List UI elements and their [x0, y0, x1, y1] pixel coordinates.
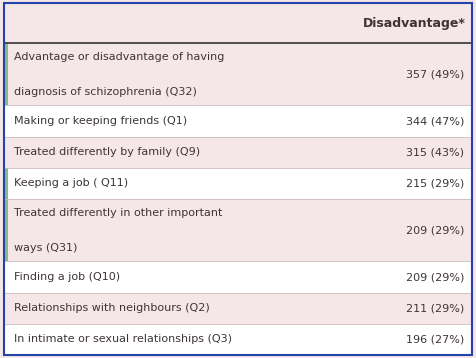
- Bar: [4, 43, 8, 105]
- Bar: [4, 199, 472, 261]
- Text: Advantage or disadvantage of having: Advantage or disadvantage of having: [14, 52, 224, 62]
- Bar: [4, 137, 472, 168]
- Text: Treated differently in other important: Treated differently in other important: [14, 208, 222, 218]
- Bar: [4, 168, 8, 199]
- Text: Making or keeping friends (Q1): Making or keeping friends (Q1): [14, 116, 187, 126]
- Text: 315 (43%): 315 (43%): [406, 147, 464, 157]
- Text: 357 (49%): 357 (49%): [406, 69, 464, 79]
- Text: ways (Q31): ways (Q31): [14, 243, 78, 253]
- Bar: [4, 199, 8, 261]
- Text: 209 (29%): 209 (29%): [406, 272, 464, 282]
- Text: Disadvantage*: Disadvantage*: [363, 16, 466, 29]
- Text: 196 (27%): 196 (27%): [406, 334, 464, 344]
- Text: diagnosis of schizophrenia (Q32): diagnosis of schizophrenia (Q32): [14, 87, 197, 97]
- Text: Relationships with neighbours (Q2): Relationships with neighbours (Q2): [14, 303, 210, 313]
- Text: 211 (29%): 211 (29%): [406, 303, 464, 313]
- Bar: [4, 105, 472, 137]
- Text: 209 (29%): 209 (29%): [406, 225, 464, 235]
- Text: Treated differently by family (Q9): Treated differently by family (Q9): [14, 147, 200, 157]
- Bar: [4, 3, 472, 43]
- Bar: [4, 324, 472, 355]
- Text: Finding a job (Q10): Finding a job (Q10): [14, 272, 120, 282]
- Bar: [4, 261, 472, 292]
- Text: In intimate or sexual relationships (Q3): In intimate or sexual relationships (Q3): [14, 334, 232, 344]
- Text: 344 (47%): 344 (47%): [406, 116, 464, 126]
- Bar: [4, 168, 472, 199]
- Bar: [4, 43, 472, 105]
- Bar: [4, 292, 472, 324]
- Text: 215 (29%): 215 (29%): [406, 178, 464, 188]
- Text: Keeping a job ( Q11): Keeping a job ( Q11): [14, 178, 128, 188]
